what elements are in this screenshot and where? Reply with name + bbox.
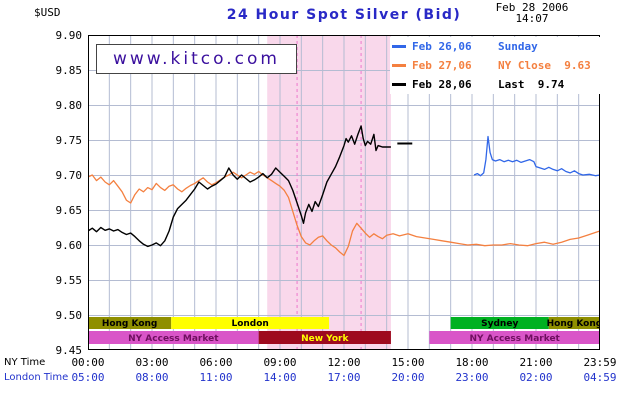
legend-date: Feb 26,06 [412, 40, 472, 53]
legend-info: Last 9.74 [498, 78, 565, 91]
time-tick-label: 15:00 [391, 356, 425, 369]
session-bar [429, 331, 600, 344]
y-tick-label: 9.45 [55, 344, 83, 357]
plot-border [88, 35, 600, 350]
legend-row: Feb 28,06 Last 9.74 [390, 75, 602, 94]
time-tick-label: 21:00 [519, 356, 553, 369]
legend-date: Feb 27,06 [412, 59, 472, 72]
series-line-feb-28 [88, 125, 391, 248]
session-label: Sydney [481, 319, 518, 329]
legend-row: Feb 26,06 Sunday [390, 37, 602, 56]
london-time-axis: London Time 05:00 08:00 11:00 14:00 17:00 20:… [0, 371, 630, 384]
y-tick-label: 9.60 [55, 239, 83, 252]
legend: Feb 26,06 Sunday Feb 27,06 NY Close 9.63 Feb… [390, 37, 602, 94]
y-tick-label: 9.80 [55, 99, 83, 112]
time-label: 14:07 [515, 12, 549, 25]
session-bar [450, 317, 549, 329]
legend-date: Feb 28,06 [412, 78, 472, 91]
time-tick-label: 14:00 [263, 371, 297, 384]
series-line-feb-26 [473, 135, 600, 177]
time-tick-label: 23:59 [583, 356, 617, 369]
session-bar [548, 317, 600, 329]
ny-time-axis: NY Time 00:00 03:00 06:00 09:00 12:00 15:00 18… [0, 356, 630, 369]
legend-row: Feb 27,06 NY Close 9.63 [390, 56, 602, 75]
time-tick-label: 17:00 [327, 371, 361, 384]
time-tick-label: 18:00 [455, 356, 489, 369]
time-tick-label: 08:00 [135, 371, 169, 384]
page-title: 24 Hour Spot Silver (Bid) [226, 7, 462, 23]
plot-svg: Hong Kong London Sydney Hong Kong NY Access … [88, 35, 600, 350]
time-tick-label: 05:00 [71, 371, 105, 384]
y-tick-label: 9.85 [55, 64, 83, 77]
session-label: NY Access Market [469, 334, 560, 344]
y-tick-label: 9.90 [55, 29, 83, 42]
time-tick-label: 02:00 [519, 371, 553, 384]
y-tick-label: 9.65 [55, 204, 83, 217]
time-tick-label: 06:00 [199, 356, 233, 369]
session-bar [171, 317, 330, 329]
time-tick-label: 04:59 [583, 371, 617, 384]
legend-info: Sunday [498, 40, 538, 53]
time-tick-label: 23:00 [455, 371, 489, 384]
session-label: Hong Kong [102, 319, 158, 329]
time-tick-label: 00:00 [71, 356, 105, 369]
session-bar [88, 317, 172, 329]
time-tick-label: 03:00 [135, 356, 169, 369]
session-label: New York [301, 334, 349, 344]
y-tick-label: 9.70 [55, 169, 83, 182]
session-bar [258, 331, 391, 344]
timestamp: Feb 28 2006 14:07 [490, 2, 574, 24]
ny-time-axis-label: NY Time [4, 357, 46, 368]
kitco-watermark: www.kitco.com [96, 44, 297, 74]
y-tick-label: 9.75 [55, 134, 83, 147]
legend-swatch-icon [392, 83, 406, 86]
legend-swatch-icon [392, 45, 406, 48]
time-tick-label: 09:00 [263, 356, 297, 369]
ny-session-band [267, 35, 391, 350]
y-tick-label: 9.55 [55, 274, 83, 287]
session-label: Hong Kong [547, 319, 600, 329]
currency-label: $USD [34, 6, 61, 19]
series-line-feb-27 [88, 170, 600, 257]
date-label: Feb 28 2006 [495, 1, 569, 14]
time-tick-label: 11:00 [199, 371, 233, 384]
london-time-axis-label: London Time [4, 372, 69, 383]
legend-info: NY Close 9.63 [498, 59, 591, 72]
session-bar [88, 331, 259, 344]
y-tick-label: 9.50 [55, 309, 83, 322]
time-tick-label: 20:00 [391, 371, 425, 384]
session-label: London [231, 319, 268, 329]
legend-swatch-icon [392, 64, 406, 67]
time-tick-label: 12:00 [327, 356, 361, 369]
session-label: NY Access Market [128, 334, 219, 344]
